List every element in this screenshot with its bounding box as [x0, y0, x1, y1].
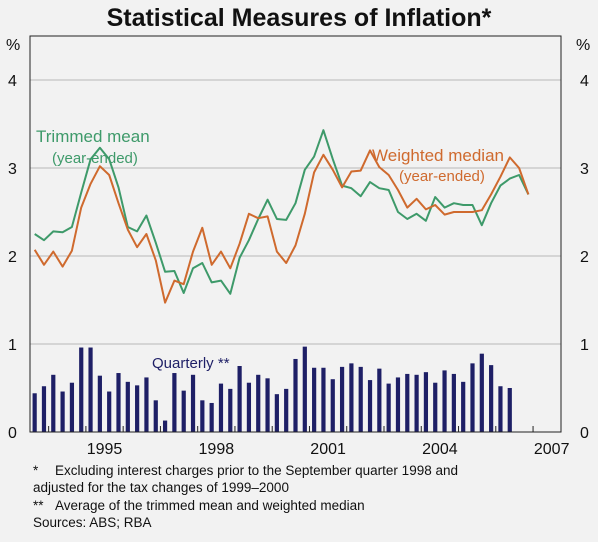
quarterly-bar [172, 373, 177, 432]
quarterly-bar [107, 391, 112, 432]
quarterly-bar [284, 388, 289, 432]
quarterly-bar [489, 365, 494, 432]
y-tick-label-right: 4 [580, 73, 589, 90]
quarterly-bar [190, 374, 196, 432]
quarterly-bar [265, 378, 270, 432]
footnote-1-marker: * [33, 463, 39, 478]
quarterly-bar [461, 381, 466, 432]
quarterly-bar [181, 390, 186, 432]
sources-note: Sources: ABS; RBA [33, 514, 152, 531]
x-tick-label: 2007 [534, 441, 570, 458]
quarterly-bar [88, 347, 93, 432]
quarterly-bar [386, 383, 391, 432]
quarterly-bar [395, 377, 401, 432]
quarterly-bar [97, 375, 102, 432]
quarterly-bar [256, 374, 261, 432]
quarterly-bar [237, 366, 242, 432]
gridlines [30, 79, 561, 345]
y-tick-label-left: 4 [8, 73, 17, 90]
y-tick-label-right: 1 [580, 337, 589, 354]
quarterly-bar [442, 370, 447, 432]
quarterly-bar [312, 367, 317, 432]
quarterly-bar [339, 366, 345, 432]
quarterly-bar [116, 373, 121, 432]
inflation-chart: % % Trimmed mean (year-ended) Weighted m… [6, 35, 590, 458]
quarterly-bar [433, 382, 438, 432]
footnote-2-text: Average of the trimmed mean and weighted… [55, 498, 365, 513]
quarterly-bar [51, 374, 56, 432]
weighted-median-label: Weighted median [372, 146, 504, 165]
y-unit-left: % [6, 37, 20, 54]
quarterly-bar [32, 393, 37, 432]
footnote-1: * Excluding interest charges prior to the… [33, 462, 458, 479]
quarterly-bar [209, 402, 214, 432]
footnote-1-cont: adjusted for the tax changes of 1999–200… [33, 479, 289, 496]
plot-frame [29, 35, 562, 433]
quarterly-label: Quarterly ** [152, 355, 230, 372]
quarterly-bars [32, 346, 512, 432]
quarterly-bar [218, 383, 224, 432]
footnote-1-line1: Excluding interest charges prior to the … [55, 463, 458, 478]
quarterly-bar [228, 388, 233, 432]
y-tick-label-left: 2 [8, 249, 17, 266]
quarterly-bar [302, 346, 307, 432]
axis-ticks [48, 426, 534, 432]
quarterly-bar [153, 400, 158, 432]
quarterly-bar [470, 363, 475, 432]
quarterly-bar [293, 358, 298, 432]
weighted-median-sublabel: (year-ended) [399, 168, 485, 185]
quarterly-bar [507, 388, 512, 432]
x-tick-label: 2001 [310, 441, 346, 458]
quarterly-bar [405, 373, 410, 432]
quarterly-bar [330, 379, 335, 432]
footnote-2-marker: ** [33, 498, 44, 513]
x-tick-label: 1998 [199, 441, 235, 458]
quarterly-bar [423, 372, 429, 432]
quarterly-bar [246, 382, 252, 432]
weighted-medianline [33, 149, 530, 304]
y-tick-label-left: 3 [8, 161, 17, 178]
trimmed-mean-sublabel: (year-ended) [52, 150, 138, 167]
y-tick-label-left: 1 [8, 337, 17, 354]
quarterly-bar [451, 373, 456, 432]
x-tick-label: 2004 [422, 441, 458, 458]
quarterly-bar [162, 420, 168, 432]
footnote-1-line2: adjusted for the tax changes of 1999–200… [33, 480, 289, 495]
quarterly-bar [144, 377, 149, 432]
chart-title: Statistical Measures of Inflation* [106, 4, 492, 32]
trimmed-mean-label: Trimmed mean [36, 127, 150, 146]
quarterly-bar [358, 366, 363, 432]
quarterly-bar [498, 386, 503, 432]
quarterly-bar [367, 380, 373, 432]
y-tick-label-right: 3 [580, 161, 589, 178]
quarterly-bar [69, 382, 75, 432]
quarterly-bar [135, 385, 140, 432]
quarterly-bar [349, 363, 354, 432]
y-tick-label-left: 0 [8, 425, 17, 442]
quarterly-bar [479, 353, 484, 432]
quarterly-bar [200, 400, 205, 432]
line-series [33, 129, 530, 304]
quarterly-bar [125, 381, 130, 432]
quarterly-bar [274, 394, 279, 432]
footnote-2: ** Average of the trimmed mean and weight… [33, 497, 365, 514]
quarterly-bar [60, 391, 65, 432]
quarterly-bar [414, 374, 419, 432]
y-tick-label-right: 0 [580, 425, 589, 442]
quarterly-bar [41, 386, 47, 432]
quarterly-bar [79, 347, 84, 432]
y-unit-right: % [576, 37, 590, 54]
trimmed-meanline [34, 129, 530, 295]
quarterly-bar [377, 368, 382, 432]
quarterly-bar [321, 367, 326, 432]
y-tick-label-right: 2 [580, 249, 589, 266]
sources-text: Sources: ABS; RBA [33, 515, 152, 530]
x-tick-label: 1995 [87, 441, 123, 458]
